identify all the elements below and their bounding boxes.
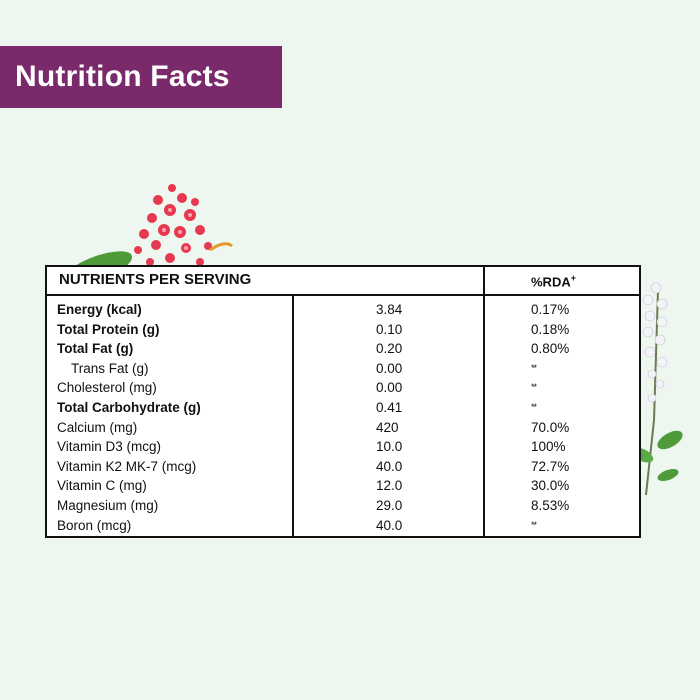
nutrient-rda: 0.80% xyxy=(531,341,570,357)
table-row: Boron (mcg) 40.0 ** xyxy=(47,517,639,537)
table-row: Total Protein (g) 0.10 0.18% xyxy=(47,321,639,341)
nutrient-value: 0.00 xyxy=(376,360,403,376)
table-row: Vitamin D3 (mcg) 10.0 100% xyxy=(47,438,639,458)
header-nutrients: NUTRIENTS PER SERVING xyxy=(59,271,252,288)
red-flower-cluster-icon xyxy=(63,184,233,280)
nutrient-value: 29.0 xyxy=(376,497,403,513)
nutrient-value: 0.41 xyxy=(376,399,403,415)
nutrient-name: Energy (kcal) xyxy=(57,302,142,317)
nutrient-value: 40.0 xyxy=(376,458,403,474)
nutrient-name: Boron (mcg) xyxy=(57,517,132,533)
title-banner: Nutrition Facts xyxy=(0,46,282,108)
table-row: Energy (kcal) 3.84 0.17% xyxy=(47,301,639,321)
nutrient-name: Calcium (mg) xyxy=(57,419,138,435)
nutrient-rda: 8.53% xyxy=(531,497,570,513)
nutrient-name: Vitamin C (mg) xyxy=(57,478,147,494)
table-row: Cholesterol (mg) 0.00 ** xyxy=(47,379,639,399)
nutrient-rda: ** xyxy=(531,519,537,530)
header-rda: %RDA+ xyxy=(531,273,576,289)
nutrient-name: Total Fat (g) xyxy=(57,341,134,357)
column-divider-1 xyxy=(292,294,294,536)
nutrient-rda: 72.7% xyxy=(531,458,570,474)
nutrition-table: NUTRIENTS PER SERVING %RDA+ Energy (kcal… xyxy=(45,265,641,538)
nutrient-rda: 70.0% xyxy=(531,419,570,435)
nutrient-value: 420 xyxy=(376,419,399,435)
nutrient-rda: ** xyxy=(531,382,537,393)
table-row: Total Carbohydrate (g) 0.41 ** xyxy=(47,399,639,419)
nutrient-value: 0.10 xyxy=(376,321,403,337)
nutrient-value: 12.0 xyxy=(376,478,403,494)
nutrient-rda: 0.18% xyxy=(531,321,570,337)
nutrient-value: 40.0 xyxy=(376,517,403,533)
nutrient-value: 3.84 xyxy=(376,302,403,317)
nutrient-value: 0.20 xyxy=(376,341,403,357)
header-divider xyxy=(47,294,639,296)
nutrient-name: Vitamin D3 (mcg) xyxy=(57,439,162,455)
nutrient-name: Total Protein (g) xyxy=(57,321,160,337)
table-row: Vitamin C (mg) 12.0 30.0% xyxy=(47,477,639,497)
table-row: Vitamin K2 MK-7 (mcg) 40.0 72.7% xyxy=(47,458,639,478)
nutrient-name: Total Carbohydrate (g) xyxy=(57,399,201,415)
table-row: Magnesium (mg) 29.0 8.53% xyxy=(47,497,639,517)
header-rda-label: %RDA xyxy=(531,274,571,290)
table-row: Calcium (mg) 420 70.0% xyxy=(47,419,639,439)
column-divider-2 xyxy=(483,267,485,536)
nutrient-rda: 100% xyxy=(531,439,566,455)
nutrient-value: 10.0 xyxy=(376,439,403,455)
white-flower-herb-icon xyxy=(630,282,683,496)
nutrient-name: Magnesium (mg) xyxy=(57,497,159,513)
header-rda-mark: + xyxy=(570,273,576,283)
table-row: Total Fat (g) 0.20 0.80% xyxy=(47,340,639,360)
nutrient-name: Vitamin K2 MK-7 (mcg) xyxy=(57,458,197,474)
table-body: Energy (kcal) 3.84 0.17% Total Protein (g) 0… xyxy=(47,301,639,536)
nutrient-rda: ** xyxy=(531,401,537,412)
nutrient-rda: ** xyxy=(531,362,537,373)
nutrient-value: 0.00 xyxy=(376,380,403,396)
nutrient-rda: 0.17% xyxy=(531,302,570,317)
nutrient-name: Trans Fat (g) xyxy=(71,360,149,376)
table-row: Trans Fat (g) 0.00 ** xyxy=(47,360,639,380)
nutrient-name: Cholesterol (mg) xyxy=(57,380,157,396)
page-title: Nutrition Facts xyxy=(15,60,230,93)
nutrient-rda: 30.0% xyxy=(531,478,570,494)
